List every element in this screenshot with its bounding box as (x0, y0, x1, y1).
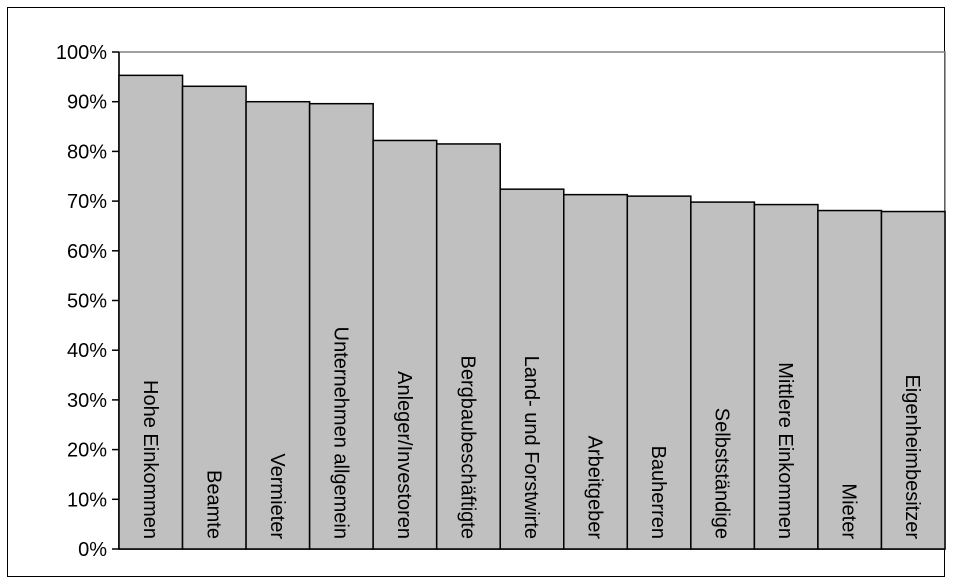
category-label: Bauherren (647, 446, 669, 539)
bar (372, 139, 438, 550)
y-tick-label: 80% (67, 141, 107, 163)
bar (308, 102, 374, 550)
y-tick-label: 90% (67, 92, 107, 114)
y-tick-label: 70% (67, 191, 107, 213)
y-axis: 0% 10% 20% 30% 40% 50% 60% 70% 80% 90% 100% (56, 42, 945, 561)
category-label: Bergbaubeschäftigte (456, 356, 478, 539)
y-tick-label: 20% (67, 440, 107, 462)
category-label: Arbeitgeber (584, 436, 606, 540)
bars (118, 74, 946, 550)
bar (563, 193, 629, 550)
bar (880, 210, 946, 550)
y-tick-label: 50% (67, 291, 107, 313)
y-tick-label: 30% (67, 390, 107, 412)
category-label: Anleger/Investoren (393, 371, 415, 539)
category-labels: Hohe Einkommen Beamte Vermieter Unternehmen… (139, 327, 923, 540)
y-tick-label: 100% (56, 42, 107, 64)
bar (245, 100, 311, 550)
y-tick-label: 40% (67, 340, 107, 362)
category-label: Eigenheimbesitzer (901, 374, 923, 539)
bar (499, 188, 565, 550)
category-label: Unternehmen allgemein (329, 327, 351, 539)
category-label: Mieter (838, 483, 860, 539)
category-label: Beamte (202, 470, 224, 539)
bar (817, 209, 883, 550)
category-label: Land- und Forstwirte (520, 356, 542, 539)
y-tick-label: 10% (67, 489, 107, 511)
bar (753, 203, 819, 550)
category-label: Vermieter (266, 453, 288, 539)
y-tick-label: 0% (78, 539, 107, 561)
bar (118, 74, 184, 550)
bar (690, 201, 756, 550)
category-label: Selbstständige (711, 408, 733, 539)
category-label: Hohe Einkommen (139, 380, 161, 539)
bar (435, 143, 501, 550)
bar (626, 195, 692, 550)
category-label: Mittlere Einkommen (774, 362, 796, 539)
y-tick-label: 60% (67, 241, 107, 263)
